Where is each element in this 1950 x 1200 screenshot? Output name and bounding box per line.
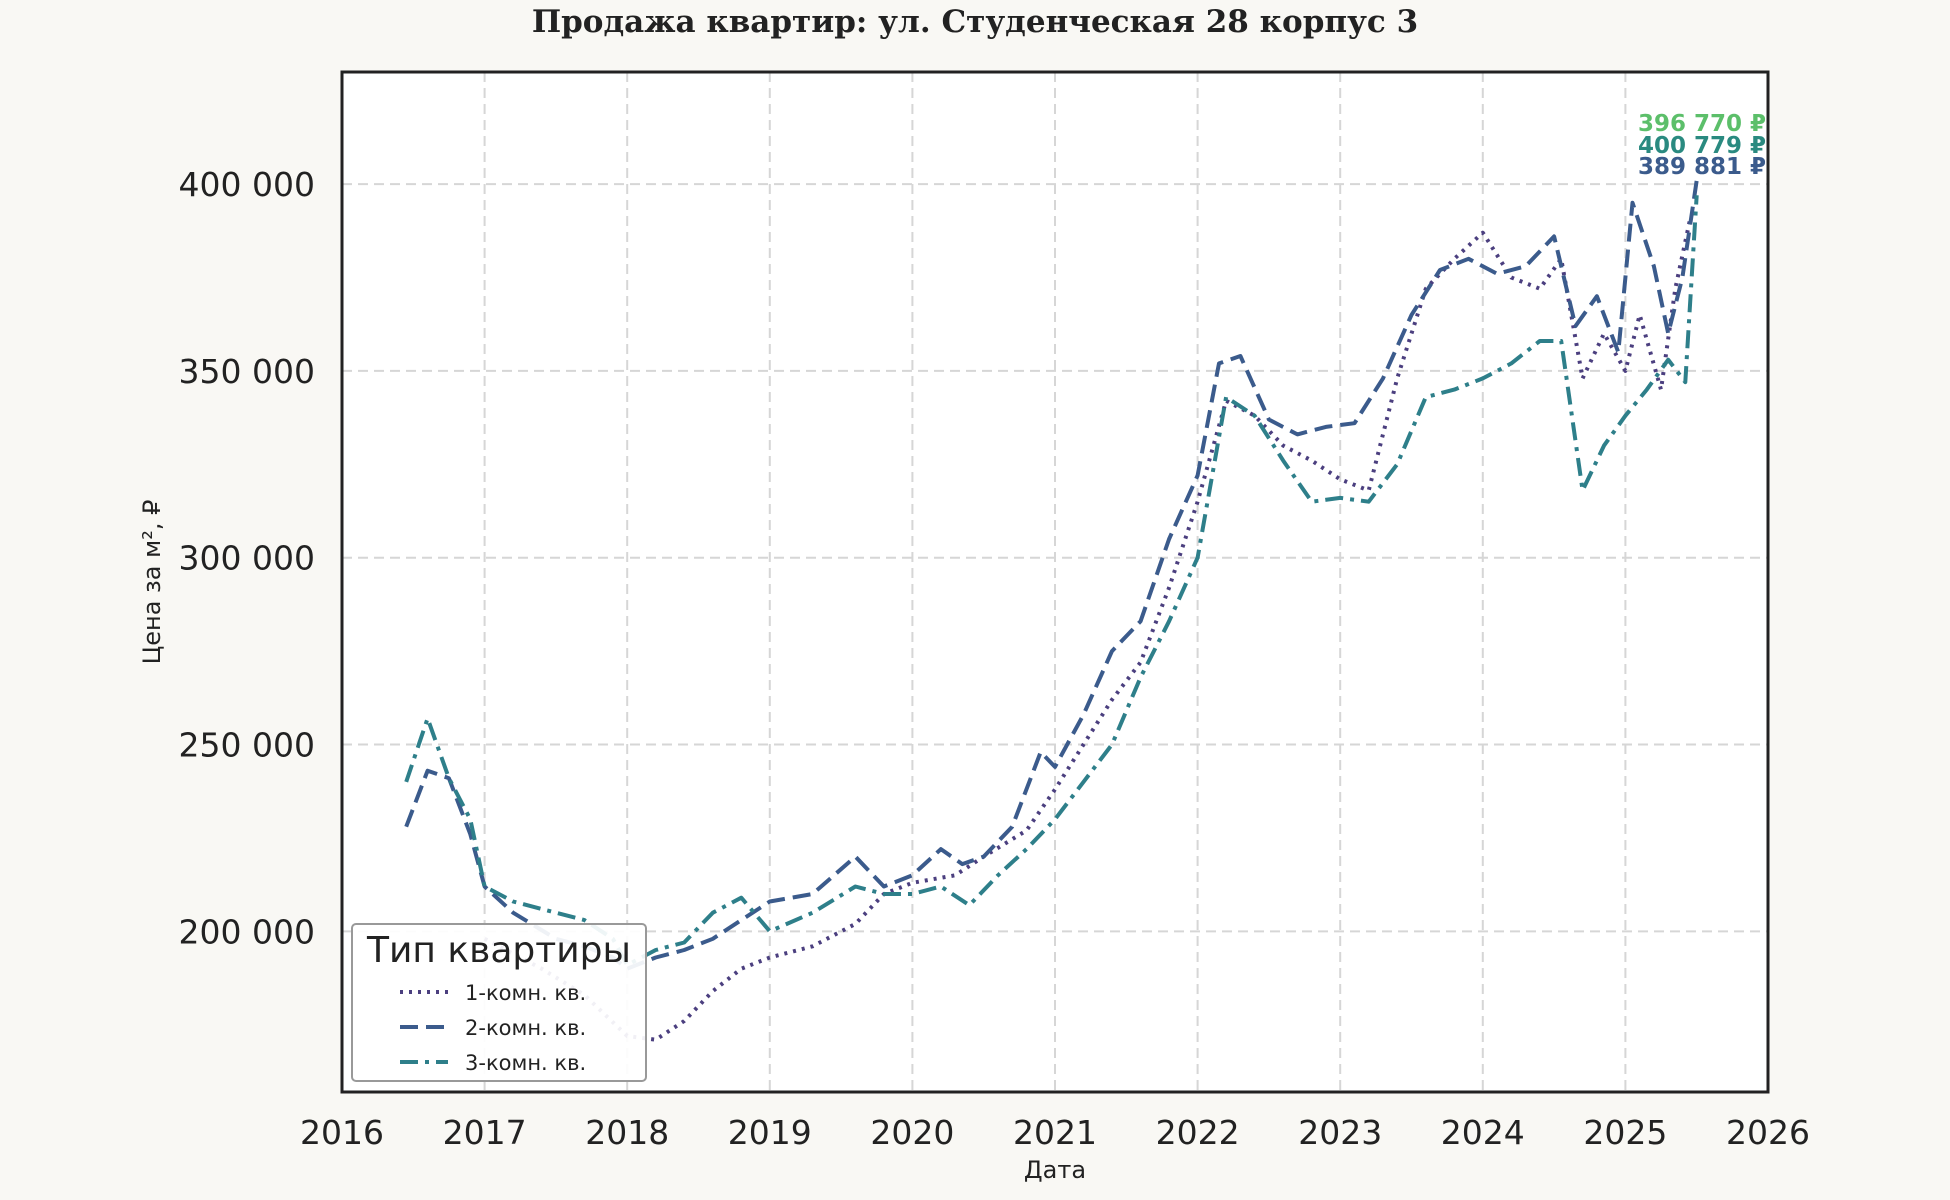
legend-label-2: 2-комн. кв.	[465, 1016, 586, 1040]
legend-items: 1-комн. кв. 2-комн. кв. 3-комн. кв.	[400, 981, 586, 1075]
y-tick-label: 300 000	[179, 539, 315, 578]
y-axis-label: Цена за м², ₽	[138, 500, 166, 665]
legend-box	[351, 923, 647, 1082]
legend-title: Тип квартиры	[366, 930, 631, 971]
x-axis-ticks: 2016 2017 2018 2019 2020 2021 2022 2023 2024 2025…	[300, 1113, 1810, 1152]
x-tick-label: 2024	[1441, 1113, 1525, 1152]
chart-title: Продажа квартир: ул. Студенческая 28 кор…	[532, 4, 1418, 40]
legend-label-1: 1-комн. кв.	[465, 981, 586, 1005]
x-tick-label: 2022	[1156, 1113, 1240, 1152]
plot-frame	[340, 70, 1770, 1094]
x-tick-label: 2016	[300, 1113, 384, 1152]
end-label-3: 396 770 ₽	[1638, 111, 1766, 137]
series-line-1	[483, 221, 1692, 1042]
x-axis-label: Дата	[1024, 1156, 1086, 1184]
legend-label-3: 3-комн. кв.	[465, 1051, 586, 1075]
x-tick-label: 2018	[585, 1113, 669, 1152]
end-label-2: 400 779 ₽	[1638, 133, 1766, 159]
x-tick-label: 2026	[1726, 1113, 1810, 1152]
y-tick-label: 350 000	[179, 352, 315, 391]
x-tick-label: 2021	[1013, 1113, 1097, 1152]
x-tick-label: 2020	[870, 1113, 954, 1152]
x-tick-label: 2019	[728, 1113, 812, 1152]
end-label-1: 389 881 ₽	[1638, 154, 1766, 180]
x-tick-label: 2017	[443, 1113, 527, 1152]
x-tick-label: 2023	[1298, 1113, 1382, 1152]
y-axis-ticks: 200 000 250 000 300 000 350 000 400 000	[179, 165, 315, 951]
y-tick-label: 200 000	[179, 912, 315, 951]
y-tick-label: 250 000	[179, 726, 315, 765]
y-tick-label: 400 000	[179, 165, 315, 204]
end-labels: 389 881 ₽400 779 ₽396 770 ₽	[1638, 111, 1766, 180]
legend: Тип квартиры 1-комн. кв. 2-комн. кв. 3-ком…	[351, 923, 647, 1082]
x-tick-label: 2025	[1583, 1113, 1667, 1152]
